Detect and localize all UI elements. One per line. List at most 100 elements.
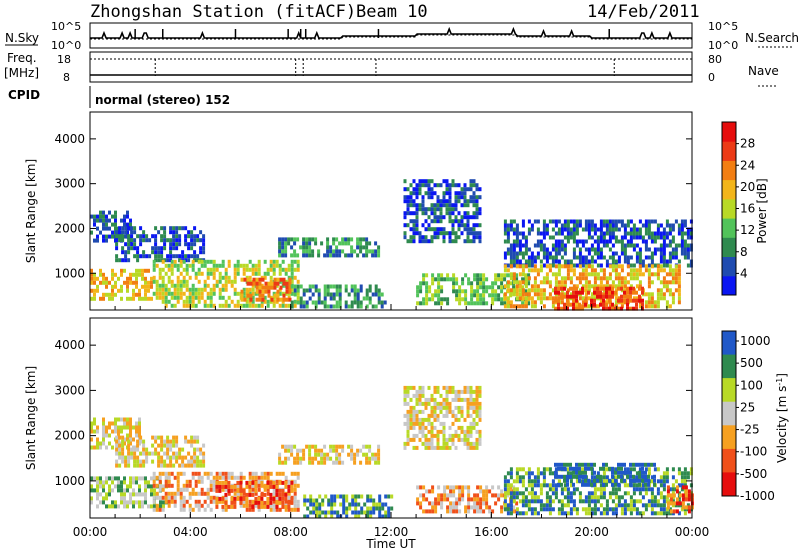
data-cell xyxy=(527,483,531,488)
data-cell xyxy=(659,268,663,273)
data-cell xyxy=(257,507,261,512)
data-cell xyxy=(188,479,192,484)
data-cell xyxy=(590,466,593,471)
data-cell xyxy=(521,251,525,256)
data-cell xyxy=(458,497,462,502)
data-cell xyxy=(141,504,144,509)
data-cell xyxy=(689,483,693,488)
data-cell xyxy=(569,268,573,273)
data-cell xyxy=(445,211,449,216)
data-cell xyxy=(617,296,621,301)
data-cell xyxy=(683,483,687,488)
data-cell xyxy=(500,493,504,498)
data-cell xyxy=(515,284,519,289)
data-cell xyxy=(212,259,216,264)
data-cell xyxy=(182,291,186,296)
data-cell xyxy=(93,288,96,293)
data-cell xyxy=(650,255,654,260)
data-cell xyxy=(424,179,428,184)
data-cell xyxy=(206,291,210,296)
data-cell xyxy=(536,292,540,297)
data-cell xyxy=(284,496,288,501)
data-cell xyxy=(569,495,573,500)
data-cell xyxy=(659,255,663,260)
data-cell xyxy=(267,293,271,298)
data-cell xyxy=(554,474,557,479)
data-cell xyxy=(524,259,528,264)
data-cell xyxy=(677,288,681,293)
power-y-label: Slant Range [km] xyxy=(24,159,38,263)
data-cell xyxy=(650,300,654,305)
data-cell xyxy=(126,500,129,505)
data-cell xyxy=(248,503,252,508)
velocity-colorbar-tick-label: -100 xyxy=(740,445,767,459)
data-cell xyxy=(145,254,149,259)
data-cell xyxy=(160,443,164,448)
data-cell xyxy=(418,393,422,398)
data-cell xyxy=(161,279,165,284)
data-cell xyxy=(209,507,213,512)
data-cell xyxy=(377,296,381,301)
data-cell xyxy=(686,247,690,252)
data-cell xyxy=(533,511,537,516)
data-cell xyxy=(281,471,285,476)
data-cell xyxy=(158,495,162,500)
data-cell xyxy=(675,485,679,490)
data-cell xyxy=(584,268,588,273)
data-cell xyxy=(566,268,570,273)
data-cell xyxy=(689,231,693,236)
data-cell xyxy=(409,219,413,224)
data-cell xyxy=(512,487,516,492)
data-cell xyxy=(248,480,252,485)
data-cell xyxy=(466,437,470,442)
data-cell xyxy=(650,499,654,504)
data-cell xyxy=(121,447,125,452)
data-cell xyxy=(512,263,516,268)
velocity-colorbar-segment xyxy=(722,472,736,497)
data-cell xyxy=(428,501,432,506)
data-cell xyxy=(154,234,158,239)
data-cell xyxy=(578,302,581,307)
data-cell xyxy=(418,437,422,442)
data-cell xyxy=(599,247,603,252)
data-cell xyxy=(117,480,120,485)
data-cell xyxy=(266,471,270,476)
data-cell xyxy=(608,276,612,281)
data-cell xyxy=(127,439,131,444)
data-cell xyxy=(139,254,143,259)
data-cell xyxy=(248,303,252,308)
data-cell xyxy=(527,273,531,278)
data-cell xyxy=(353,249,357,254)
data-cell xyxy=(360,506,364,511)
data-cell xyxy=(178,258,182,263)
data-cell xyxy=(132,296,135,301)
data-cell xyxy=(305,237,309,242)
data-cell xyxy=(160,234,164,239)
data-cell xyxy=(439,421,443,426)
data-cell xyxy=(638,294,641,299)
data-cell xyxy=(515,251,519,256)
data-cell xyxy=(115,258,119,263)
data-cell xyxy=(644,255,648,260)
data-cell xyxy=(650,495,654,500)
data-cell xyxy=(563,495,567,500)
data-cell xyxy=(548,235,552,240)
data-cell xyxy=(182,483,186,488)
data-cell xyxy=(448,409,452,414)
data-cell xyxy=(644,268,648,273)
data-cell xyxy=(581,263,585,268)
data-cell xyxy=(451,223,455,228)
data-cell xyxy=(327,510,331,515)
power-colorbar-tick-label: 4 xyxy=(740,266,748,280)
data-cell xyxy=(163,234,167,239)
data-cell xyxy=(566,478,569,483)
data-cell xyxy=(482,293,486,298)
data-cell xyxy=(641,272,645,277)
data-cell xyxy=(329,253,333,258)
data-cell xyxy=(665,511,669,516)
data-cell xyxy=(275,479,279,484)
nave-tick-min: 0 xyxy=(708,71,715,84)
data-cell xyxy=(587,227,591,232)
data-cell xyxy=(365,304,369,309)
data-cell xyxy=(384,494,388,499)
